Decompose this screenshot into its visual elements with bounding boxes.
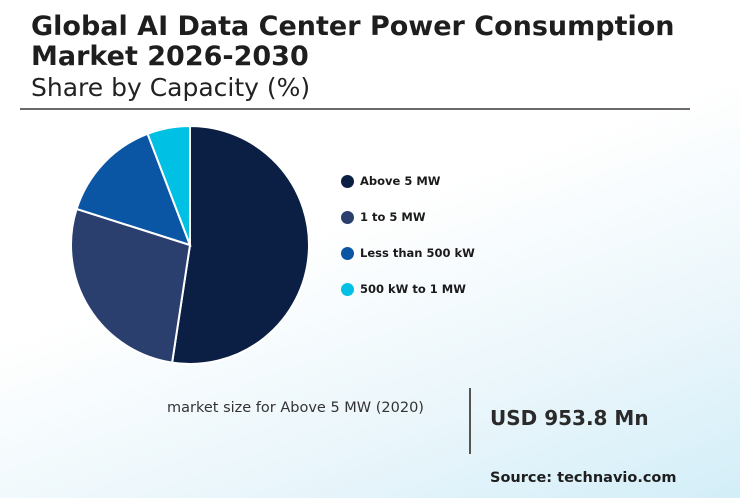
legend-swatch (341, 247, 354, 260)
legend-swatch (341, 283, 354, 296)
legend-label: Less than 500 kW (360, 246, 475, 260)
pie-slice-1-to-5-mw (70, 207, 192, 364)
title-divider (20, 108, 690, 110)
market-size-value: USD 953.8 Mn (490, 406, 649, 430)
legend-label: Above 5 MW (360, 174, 441, 188)
stat-divider (469, 388, 471, 454)
legend-swatch (341, 175, 354, 188)
market-size-caption: market size for Above 5 MW (2020) (167, 400, 424, 416)
legend-swatch (341, 211, 354, 224)
pie-slice-500-kw-to-1-mw (146, 124, 191, 246)
legend-label: 500 kW to 1 MW (360, 282, 466, 296)
source-credit: Source: technavio.com (490, 470, 677, 486)
pie-slice-above-5-mw (170, 124, 310, 365)
chart-subtitle: Share by Capacity (%) (31, 73, 311, 102)
pie-slice-less-than-500-kw (75, 132, 192, 247)
chart-title: Global AI Data Center Power Consumption … (31, 11, 675, 72)
legend-label: 1 to 5 MW (360, 210, 426, 224)
